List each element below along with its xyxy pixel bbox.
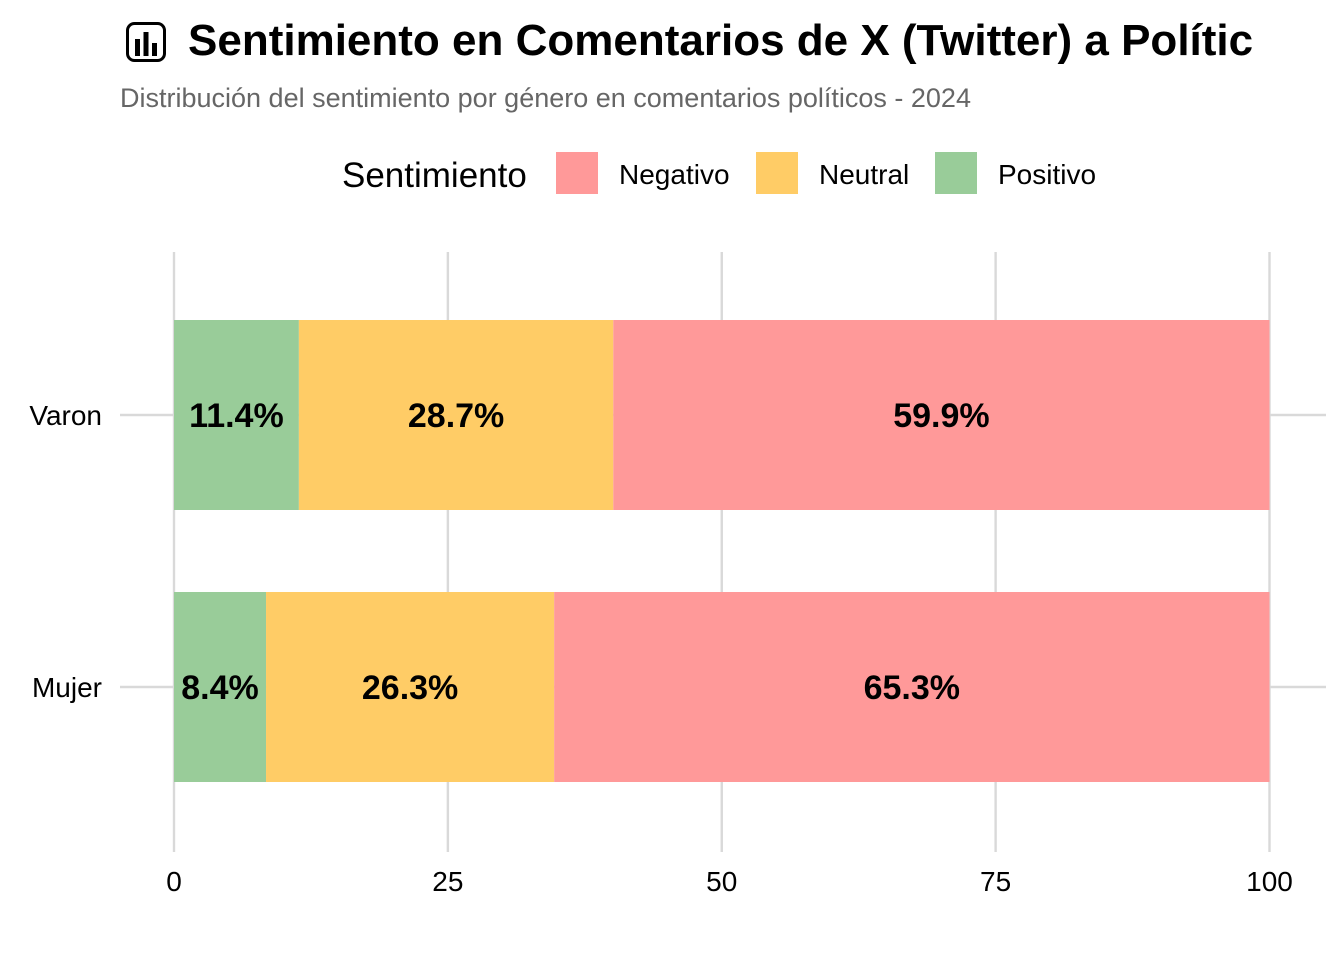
bar-label-varon-positivo: 11.4% [189,397,284,435]
x-tick-label: 25 [432,866,463,897]
bar-chart-icon [126,22,166,62]
bar-varon-negativo [613,320,1270,510]
legend-swatch-negativo [556,152,598,194]
x-tick-label: 100 [1246,866,1293,897]
bar-label-varon-negativo: 59.9% [893,397,989,435]
legend-label-positivo: Positivo [998,159,1096,190]
bar-mujer-positivo [174,592,267,782]
bar-label-mujer-neutral: 26.3% [362,669,458,707]
legend-title: Sentimiento [342,156,527,195]
bar-labels: 11.4% 28.7% 59.9% 8.4% 26.3% 65.3% [181,397,989,707]
y-tick-label-mujer: Mujer [32,672,102,703]
x-tick-label: 75 [980,866,1011,897]
bar-label-varon-neutral: 28.7% [408,397,504,435]
bar-mujer-neutral [266,592,555,782]
legend-label-neutral: Neutral [819,159,909,190]
axis-labels: 0 25 50 75 100 Varon Mujer [29,400,1293,897]
legend-swatch-positivo [935,152,977,194]
bar-varon-positivo [174,320,299,510]
y-tick-label-varon: Varon [29,400,102,431]
x-tick-label: 0 [166,866,182,897]
bar-label-mujer-negativo: 65.3% [864,669,960,707]
legend: Sentimiento Negativo Neutral Positivo [342,152,1096,195]
chart-title: Sentimiento en Comentarios de X (Twitter… [188,16,1253,65]
x-tick-label: 50 [706,866,737,897]
chart-subtitle: Distribución del sentimiento por género … [120,83,971,113]
legend-label-negativo: Negativo [619,159,730,190]
bar-varon-neutral [298,320,614,510]
legend-swatch-neutral [756,152,798,194]
bar-label-mujer-positivo: 8.4% [181,669,259,707]
bar-mujer-negativo [554,592,1270,782]
bars [174,320,1270,782]
